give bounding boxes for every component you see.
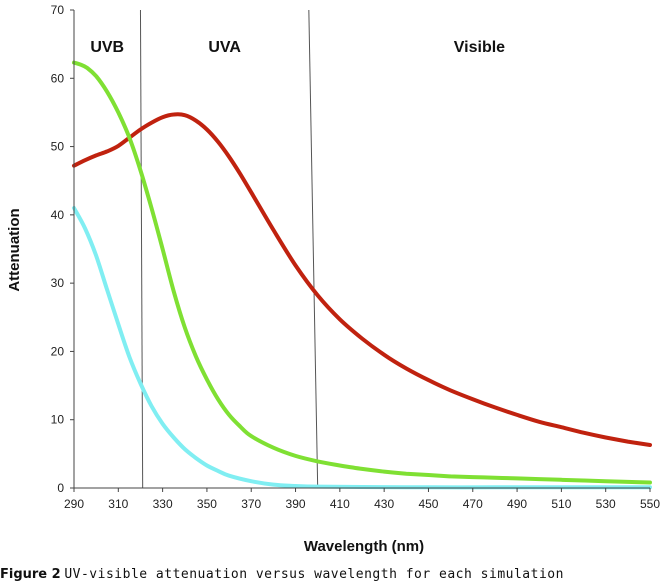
region-label-visible: Visible	[454, 39, 505, 56]
x-tick-label: 450	[418, 497, 438, 511]
y-axis: 0 10 20 30 40 50 60 70	[51, 3, 75, 495]
x-tick-label: 550	[640, 497, 660, 511]
x-tick-label: 350	[197, 497, 217, 511]
x-tick-label: 470	[463, 497, 483, 511]
x-axis-title: Wavelength (nm)	[304, 538, 424, 555]
caption-label: Figure 2	[0, 567, 61, 582]
region-label-uva: UVA	[208, 39, 241, 56]
y-tick-label: 30	[51, 276, 65, 290]
y-tick-label: 10	[51, 413, 65, 427]
plot-area: UVB UVA Visible	[72, 9, 652, 490]
region-label-uvb: UVB	[90, 39, 124, 56]
x-tick-label: 510	[551, 497, 571, 511]
y-tick-label: 40	[51, 208, 65, 222]
x-tick-label: 530	[596, 497, 616, 511]
region-boundary-2	[308, 9, 319, 489]
y-tick-label: 70	[51, 3, 65, 17]
attenuation-chart: UVB UVA Visible 0 10 20 30 40 50 60 70 290 310 330 3…	[6, 3, 660, 555]
x-tick-label: 290	[64, 497, 84, 511]
series-line-2	[72, 60, 652, 485]
x-tick-label: 430	[374, 497, 394, 511]
x-tick-label: 390	[286, 497, 306, 511]
caption-text: UV-visible attenuation versus wavelength…	[64, 567, 564, 582]
y-tick-label: 20	[51, 344, 65, 358]
series-line-3	[72, 206, 652, 490]
y-tick-label: 50	[51, 140, 65, 154]
x-tick-label: 370	[241, 497, 261, 511]
y-tick-label: 0	[57, 481, 64, 495]
x-axis: 290 310 330 350 370 390 410 430 450 470 490 510 530 5…	[64, 487, 660, 511]
x-tick-label: 410	[330, 497, 350, 511]
series-line-1	[72, 112, 652, 447]
x-tick-label: 310	[108, 497, 128, 511]
x-tick-label: 490	[507, 497, 527, 511]
y-axis-title: Attenuation	[6, 208, 23, 291]
x-tick-label: 330	[153, 497, 173, 511]
figure-caption: Figure 2 UV-visible attenuation versus w…	[0, 562, 662, 586]
region-boundary-1	[139, 9, 144, 489]
y-tick-label: 60	[51, 71, 65, 85]
